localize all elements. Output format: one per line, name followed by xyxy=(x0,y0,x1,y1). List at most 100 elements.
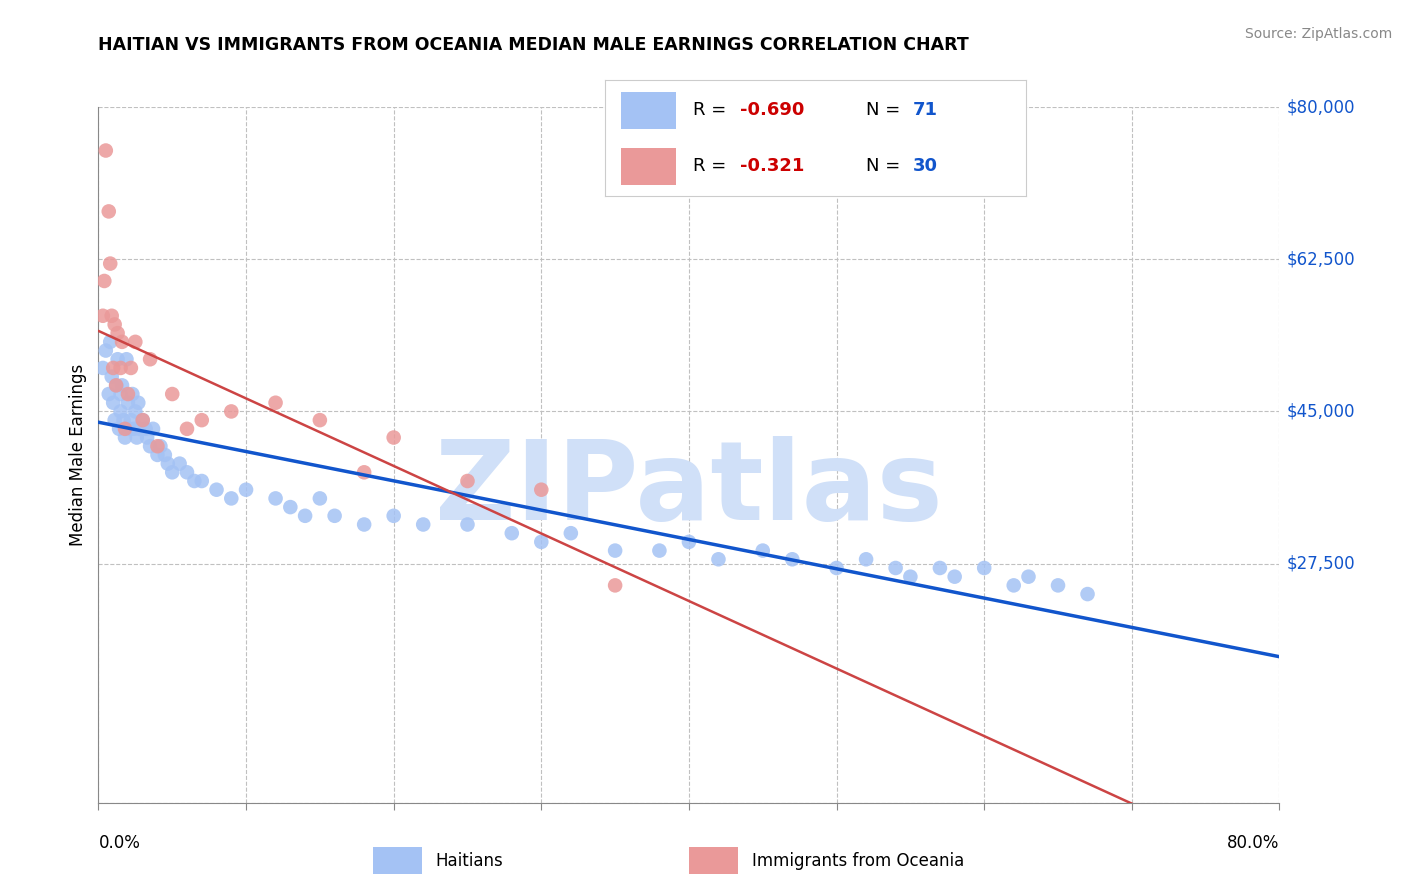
Text: Haitians: Haitians xyxy=(436,852,503,870)
Point xyxy=(94,144,117,158)
Point xyxy=(94,343,117,358)
Point xyxy=(146,439,169,453)
Point xyxy=(98,257,121,271)
Point xyxy=(139,352,162,367)
Bar xyxy=(689,847,738,874)
Point xyxy=(530,535,553,549)
Point xyxy=(382,431,405,445)
Point xyxy=(132,413,155,427)
Point xyxy=(136,431,159,445)
Point xyxy=(115,352,138,367)
Text: 0.0%: 0.0% xyxy=(98,834,141,852)
Point xyxy=(107,326,129,341)
Point xyxy=(117,396,139,410)
Point xyxy=(751,543,773,558)
Point xyxy=(973,561,995,575)
Point xyxy=(501,526,523,541)
Point xyxy=(162,466,183,480)
Point xyxy=(91,361,114,376)
Point xyxy=(176,466,198,480)
Point xyxy=(855,552,877,566)
Point xyxy=(132,413,155,427)
Text: R =: R = xyxy=(693,102,733,120)
Point xyxy=(382,508,405,523)
Text: -0.690: -0.690 xyxy=(740,102,804,120)
Point xyxy=(205,483,228,497)
Point xyxy=(146,448,169,462)
Point xyxy=(1017,570,1039,584)
Point xyxy=(97,387,120,401)
Point xyxy=(120,361,142,376)
Point xyxy=(128,422,150,436)
Y-axis label: Median Male Earnings: Median Male Earnings xyxy=(69,364,87,546)
Text: ZIPatlas: ZIPatlas xyxy=(434,436,943,543)
Text: $27,500: $27,500 xyxy=(1286,555,1355,573)
Point xyxy=(309,413,332,427)
Point xyxy=(176,422,198,436)
Point xyxy=(108,422,131,436)
Point xyxy=(135,422,157,436)
Point xyxy=(530,483,553,497)
Point xyxy=(456,474,478,488)
Point xyxy=(456,517,478,532)
Text: Immigrants from Oceania: Immigrants from Oceania xyxy=(752,852,965,870)
Point xyxy=(149,439,172,453)
Point xyxy=(122,422,145,436)
Point xyxy=(278,500,302,514)
Point xyxy=(183,474,205,488)
Point xyxy=(928,561,950,575)
Point xyxy=(110,404,132,418)
Point xyxy=(353,517,375,532)
Point xyxy=(782,552,804,566)
Text: 80.0%: 80.0% xyxy=(1227,834,1279,852)
Text: -0.321: -0.321 xyxy=(740,157,804,175)
Point xyxy=(127,396,149,410)
Point xyxy=(111,334,134,349)
Point xyxy=(107,352,129,367)
Point xyxy=(118,422,141,436)
Bar xyxy=(373,847,422,874)
Point xyxy=(103,396,125,410)
Point xyxy=(825,561,848,575)
Point xyxy=(100,369,122,384)
Point xyxy=(153,448,176,462)
Text: 30: 30 xyxy=(912,157,938,175)
Point xyxy=(1077,587,1099,601)
Text: Source: ZipAtlas.com: Source: ZipAtlas.com xyxy=(1244,27,1392,41)
Point xyxy=(100,309,122,323)
Text: $62,500: $62,500 xyxy=(1286,251,1355,268)
Text: N =: N = xyxy=(866,102,905,120)
Point xyxy=(91,309,114,323)
Point xyxy=(900,570,922,584)
Point xyxy=(191,413,214,427)
Point xyxy=(1046,578,1069,592)
Text: HAITIAN VS IMMIGRANTS FROM OCEANIA MEDIAN MALE EARNINGS CORRELATION CHART: HAITIAN VS IMMIGRANTS FROM OCEANIA MEDIA… xyxy=(98,36,969,54)
Point xyxy=(235,483,257,497)
Point xyxy=(124,334,146,349)
Point xyxy=(98,334,121,349)
Point xyxy=(605,578,627,592)
Point xyxy=(707,552,730,566)
Point xyxy=(264,491,287,506)
Point xyxy=(323,508,346,523)
Point xyxy=(110,387,132,401)
Point xyxy=(114,422,136,436)
Point xyxy=(124,404,146,418)
Text: N =: N = xyxy=(866,157,905,175)
Point xyxy=(125,431,148,445)
Text: R =: R = xyxy=(693,157,733,175)
Point xyxy=(97,204,120,219)
Point xyxy=(219,404,242,418)
Text: $45,000: $45,000 xyxy=(1286,402,1355,420)
Point xyxy=(678,535,700,549)
Point xyxy=(560,526,582,541)
Point xyxy=(110,361,132,376)
Point xyxy=(943,570,966,584)
Point xyxy=(114,431,136,445)
Point xyxy=(605,543,627,558)
Point xyxy=(219,491,242,506)
Point xyxy=(156,457,179,471)
Point xyxy=(264,396,287,410)
Bar xyxy=(621,92,676,129)
Point xyxy=(104,413,127,427)
